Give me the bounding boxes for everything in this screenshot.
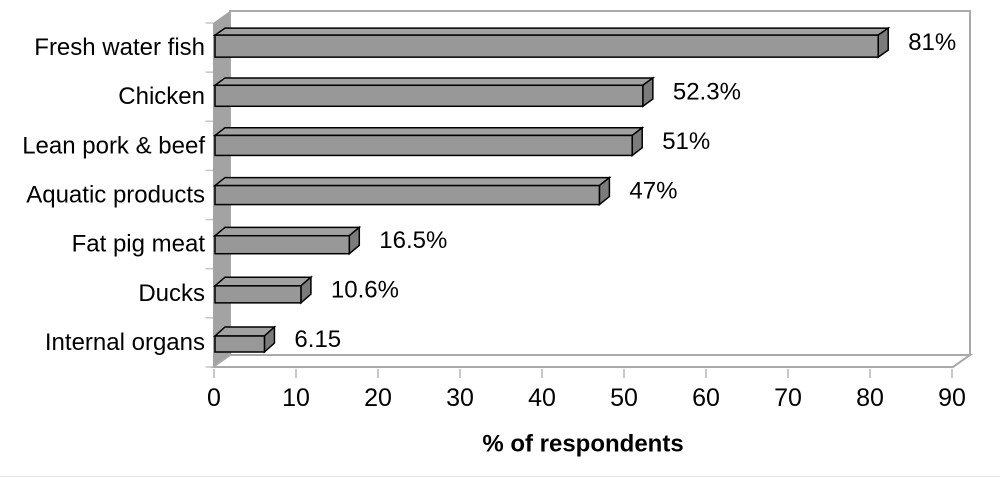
bar-value-label: 51% bbox=[662, 128, 710, 155]
x-tick-label: 40 bbox=[528, 384, 556, 412]
bar-front-face bbox=[214, 184, 601, 206]
bar-3 bbox=[212, 176, 612, 207]
x-axis-title: % of respondents bbox=[482, 431, 683, 458]
bar-front-face bbox=[214, 84, 644, 108]
bar-5 bbox=[212, 275, 313, 305]
bar-value-label: 10.6% bbox=[331, 277, 399, 304]
bar-value-label: 52.3% bbox=[673, 79, 741, 106]
bar-1 bbox=[212, 76, 656, 108]
x-tick-label: 80 bbox=[856, 384, 884, 412]
bar-value-label: 81% bbox=[908, 29, 956, 56]
category-label: Chicken bbox=[118, 83, 205, 110]
bar-front-face bbox=[214, 335, 266, 353]
bar-2 bbox=[212, 126, 645, 157]
bar-top-face bbox=[212, 77, 656, 87]
bar-0 bbox=[212, 26, 891, 59]
category-label: Lean pork & beef bbox=[22, 132, 205, 159]
bar-top-face bbox=[212, 127, 645, 137]
bar-front-face bbox=[214, 285, 302, 304]
category-label: Ducks bbox=[138, 280, 205, 307]
x-tick-label: 0 bbox=[207, 384, 221, 412]
bar-front-face bbox=[214, 234, 351, 255]
plot-area: 81% Fresh water fish 52.3% Chicken 51% Lean p… bbox=[22, 10, 974, 412]
category-label: Aquatic products bbox=[26, 182, 205, 209]
bar-value-label: 47% bbox=[629, 178, 677, 205]
bar-front-face bbox=[214, 134, 633, 157]
bar-top-face bbox=[212, 226, 362, 237]
category-label: Fresh water fish bbox=[34, 34, 205, 61]
x-tick-label: 10 bbox=[282, 384, 310, 412]
x-tick-label: 20 bbox=[364, 384, 392, 412]
bar-value-label: 6.15 bbox=[294, 326, 341, 353]
bar-top-face bbox=[212, 27, 891, 36]
bar-top-face bbox=[212, 276, 313, 287]
bar-top-face bbox=[212, 176, 612, 187]
category-label: Fat pig meat bbox=[72, 231, 206, 258]
x-tick-label: 60 bbox=[692, 384, 720, 412]
bar-4 bbox=[212, 225, 362, 256]
bar-value-label: 16.5% bbox=[379, 227, 447, 254]
x-tick-label: 90 bbox=[938, 384, 966, 412]
plot-floor bbox=[209, 354, 974, 368]
bar-front-face bbox=[214, 34, 879, 58]
category-label: Internal organs bbox=[45, 329, 205, 356]
x-tick-label: 70 bbox=[774, 384, 802, 412]
bar-6 bbox=[213, 325, 277, 354]
x-tick-label: 50 bbox=[610, 384, 638, 412]
x-tick-label: 30 bbox=[446, 384, 474, 412]
